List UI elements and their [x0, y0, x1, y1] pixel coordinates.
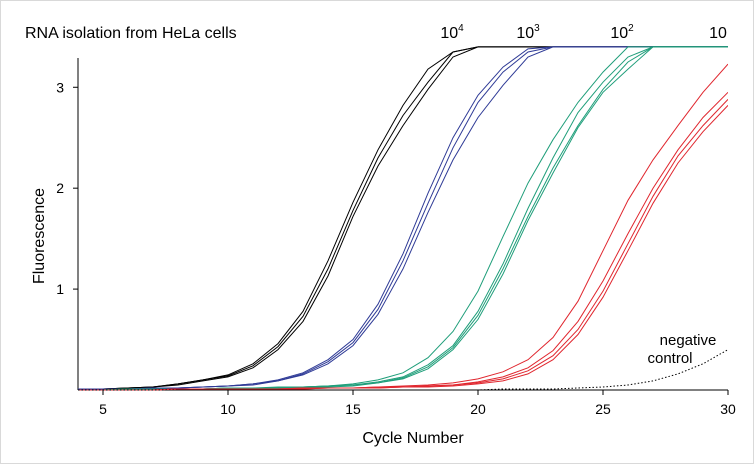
series-line-4-rep-2: [78, 91, 728, 391]
x-tick-label: 5: [99, 401, 107, 417]
y-tick-label: 1: [56, 281, 64, 297]
series-line-2-rep-1: [78, 46, 728, 390]
x-tick-label: 10: [220, 401, 236, 417]
x-tick-label: 20: [470, 401, 486, 417]
x-tick-label: 30: [720, 401, 736, 417]
y-tick-label: 3: [56, 79, 64, 95]
series-line-1-rep-1: [78, 46, 728, 390]
y-tick-label: 2: [56, 180, 64, 196]
chart-title: RNA isolation from HeLa cells: [25, 25, 237, 42]
series-line-3-rep-3: [78, 46, 728, 391]
y-ticks: 1 2 3: [56, 79, 78, 297]
negative-control-label-line2: control: [647, 350, 692, 367]
series-line-4-rep-3: [78, 99, 728, 391]
axes: [77, 58, 728, 391]
series-line-1-rep-2: [78, 46, 728, 390]
series-line-4-rep-4: [78, 105, 728, 391]
series-line-3-rep-4: [78, 46, 728, 391]
dilution-labels: 104 103 102 10: [440, 23, 727, 42]
series-line-2-rep-2: [78, 46, 728, 390]
y-axis-label: Fluorescence: [31, 188, 48, 284]
series-line-2-rep-3: [78, 46, 728, 390]
dilution-label-4: 10: [709, 25, 727, 42]
dilution-label-3: 102: [610, 23, 634, 42]
dilution-label-2: 103: [516, 23, 540, 42]
series-lines: [78, 46, 728, 391]
x-axis-label: Cycle Number: [362, 430, 464, 447]
x-ticks: 5 10 15 20 25 30: [99, 390, 736, 417]
series-line-1-rep-3: [78, 46, 728, 390]
x-tick-label: 25: [595, 401, 611, 417]
series-line-3-rep-2: [78, 46, 728, 391]
series-line-4-rep-1: [78, 63, 728, 391]
x-tick-label: 15: [345, 401, 361, 417]
negative-control-label-line1: negative: [660, 332, 717, 349]
dilution-label-1: 104: [440, 23, 464, 42]
series-line-3-rep-1: [78, 46, 728, 391]
